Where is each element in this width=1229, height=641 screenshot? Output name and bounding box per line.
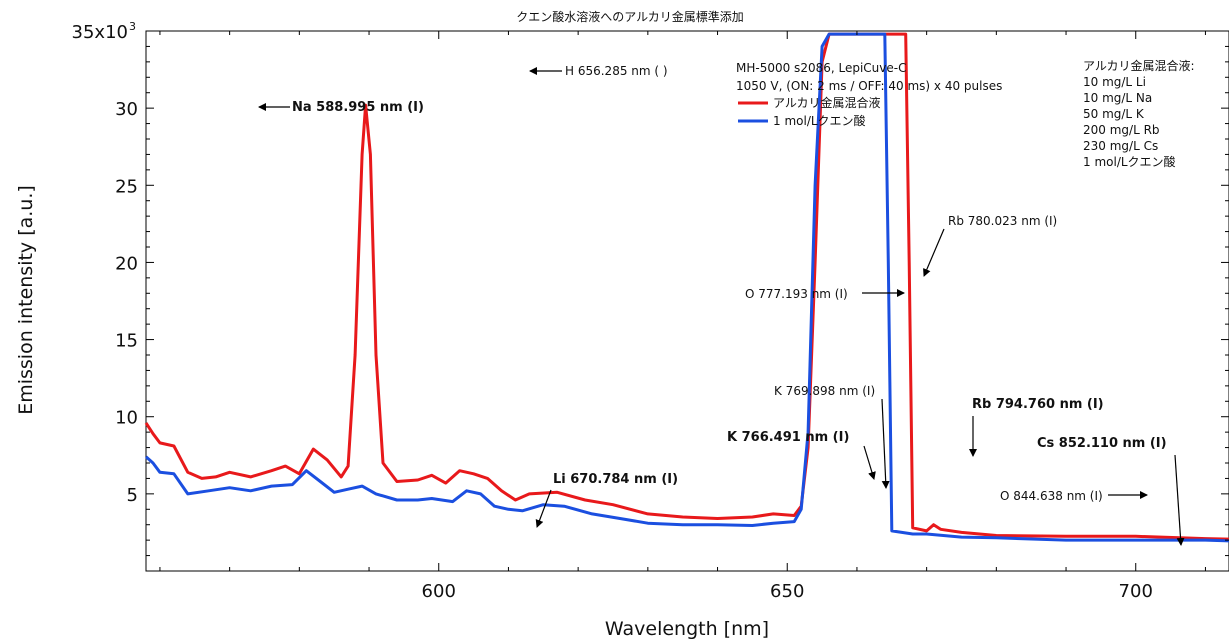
sample-info-line: 200 mg/L Rb [1083,123,1160,137]
y-tick-label: 5 [127,485,138,506]
annotation-label: O 844.638 nm (I) [1000,489,1103,503]
sample-info: アルカリ金属混合液: 10 mg/L Li 10 mg/L Na 50 mg/L… [1083,58,1195,169]
y-tick-label: 25 [115,176,138,197]
y-tick-label: 30 [115,99,138,120]
plot-frame [145,30,1229,572]
annotation-arrow [1174,454,1185,546]
instrument-info-line-1: MH-5000 s2086, LepiCuve-C [736,61,906,75]
annotation-arrow [923,228,945,277]
sample-info-line: 50 mg/L K [1083,107,1145,121]
sample-info-line: アルカリ金属混合液: [1083,58,1195,73]
y-axis-label: Emission intensity [a.u.] [15,185,37,415]
legend-label-series-2: 1 mol/Lクエン酸 [773,113,866,128]
annotation-label: K 769.898 nm (I) [774,384,875,398]
annotation-label: Na 588.995 nm (I) [292,100,424,115]
annotation-label: Rb 794.760 nm (I) [972,397,1104,412]
x-tick-label: 600 [422,581,456,602]
annotation-arrow [881,398,890,489]
y-axis-ticks: 5 10 15 20 25 30 35x10 3 [72,20,1229,557]
x-tick-label: 700 [1119,581,1153,602]
annotation-label: Cs 852.110 nm (I) [1037,436,1167,451]
annotation-label: Li 670.784 nm (I) [553,472,678,487]
instrument-info-line-2: 1050 V, (ON: 2 ms / OFF: 40 ms) x 40 pul… [736,79,1002,93]
legend-label-series-1: アルカリ金属混合液 [773,95,881,110]
annotation-arrow [535,489,552,528]
y-tick-label: 10 [115,408,138,429]
legend: MH-5000 s2086, LepiCuve-C 1050 V, (ON: 2… [736,61,1002,128]
chart-title: クエン酸水溶液へのアルカリ金属標準添加 [516,9,744,24]
annotation-arrow [863,445,876,480]
annotation-label: Rb 780.023 nm (I) [948,214,1057,228]
sample-info-line: 10 mg/L Li [1083,75,1146,89]
x-axis-ticks: 600650700750800850 [159,31,1206,602]
annotation-label: K 766.491 nm (I) [727,430,849,445]
sample-info-line: 230 mg/L Cs [1083,139,1158,153]
annotation-layer: Na 588.995 nm (I) H 656.285 nm ( ) Li 670.… [258,64,1185,546]
annotation-label: H 656.285 nm ( ) [565,64,668,78]
y-tick-label: 20 [115,253,138,274]
y-tick-exponent: 3 [129,20,136,33]
y-tick-label: 15 [115,331,138,352]
x-axis-label: Wavelength [nm] [605,618,769,640]
annotation-label: O 777.193 nm (I) [745,287,848,301]
sample-info-line: 1 mol/Lクエン酸 [1083,154,1176,169]
x-tick-label: 650 [770,581,804,602]
series-line-1 [144,32,1229,541]
sample-info-line: 10 mg/L Na [1083,91,1152,105]
y-tick-label: 35x10 [72,22,128,43]
